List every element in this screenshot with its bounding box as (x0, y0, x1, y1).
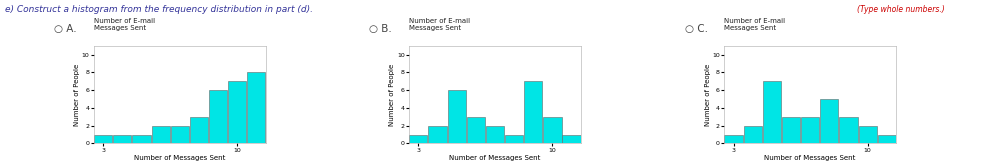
Text: ○ B.: ○ B. (369, 24, 392, 34)
Bar (839, 117, 858, 143)
Text: Number of E-mail
Messages Sent: Number of E-mail Messages Sent (94, 18, 155, 31)
Bar (152, 126, 169, 143)
Bar (562, 134, 581, 143)
Y-axis label: Number of People: Number of People (704, 63, 710, 126)
Bar (505, 134, 523, 143)
Bar (744, 126, 761, 143)
Bar (209, 90, 228, 143)
Bar (94, 134, 112, 143)
X-axis label: Number of Messages Sent: Number of Messages Sent (764, 155, 856, 161)
X-axis label: Number of Messages Sent: Number of Messages Sent (134, 155, 226, 161)
Bar (859, 126, 877, 143)
Bar (170, 126, 189, 143)
Bar (409, 134, 427, 143)
Bar (190, 117, 208, 143)
Bar (428, 126, 446, 143)
Bar (486, 126, 504, 143)
Text: e) Construct a histogram from the frequency distribution in part (d).: e) Construct a histogram from the freque… (5, 5, 313, 14)
Bar (724, 134, 743, 143)
Y-axis label: Number of People: Number of People (389, 63, 395, 126)
Bar (229, 81, 246, 143)
Bar (467, 117, 485, 143)
Text: Number of E-mail
Messages Sent: Number of E-mail Messages Sent (409, 18, 470, 31)
Y-axis label: Number of People: Number of People (74, 63, 80, 126)
Bar (762, 81, 781, 143)
X-axis label: Number of Messages Sent: Number of Messages Sent (449, 155, 541, 161)
Bar (544, 117, 561, 143)
Text: ○ A.: ○ A. (54, 24, 77, 34)
Bar (782, 117, 800, 143)
Bar (801, 117, 820, 143)
Bar (447, 90, 466, 143)
Text: (Type whole numbers.): (Type whole numbers.) (857, 5, 945, 14)
Bar (524, 81, 543, 143)
Bar (821, 99, 838, 143)
Bar (113, 134, 131, 143)
Bar (132, 134, 151, 143)
Bar (878, 134, 896, 143)
Text: Number of E-mail
Messages Sent: Number of E-mail Messages Sent (724, 18, 785, 31)
Text: ○ C.: ○ C. (685, 24, 707, 34)
Bar (247, 72, 266, 143)
